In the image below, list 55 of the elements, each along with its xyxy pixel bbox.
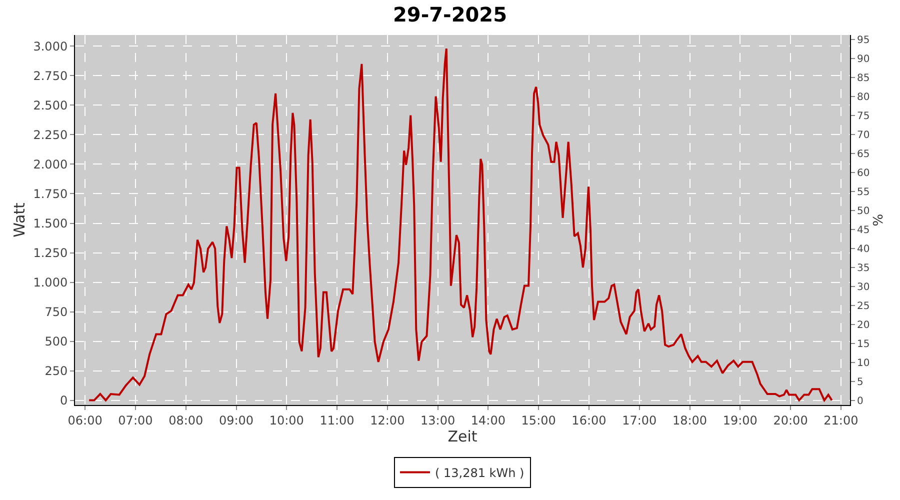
x-tick-label: 09:00	[218, 413, 254, 428]
chart-title: 29-7-2025	[392, 2, 508, 26]
y2-tick-label: 85	[857, 73, 870, 84]
y2-tick-label: 30	[857, 282, 870, 293]
y-tick-label: 1.250	[33, 246, 68, 260]
y-tick-label: 2.000	[33, 157, 68, 172]
x-tick-label: 14:00	[470, 413, 506, 428]
x-tick-label: 15:00	[521, 413, 556, 428]
y-tick-label: 2.750	[33, 68, 68, 83]
x-axis-title: Zeit	[448, 427, 478, 446]
y2-tick-label: 5	[857, 376, 864, 388]
x-tick-label: 13:00	[420, 413, 456, 428]
x-tick-label: 21:00	[824, 413, 858, 428]
y-tick-label: 500	[44, 334, 68, 348]
x-tick-label: 11:00	[320, 413, 354, 428]
y2-tick-label: 15	[857, 338, 870, 350]
y2-tick-label: 55	[857, 187, 870, 198]
y-tick-label: 0	[60, 393, 68, 408]
y-tick-label: 750	[44, 304, 68, 319]
y2-tick-label: 35	[857, 262, 870, 274]
y2-tick-label: 90	[857, 54, 870, 66]
y2-tick-label: 40	[857, 244, 870, 255]
y2-tick-label: 65	[857, 149, 870, 160]
y2-tick-label: 20	[857, 320, 870, 331]
x-tick-label: 07:00	[118, 413, 153, 428]
y2-tick-label: 75	[857, 111, 870, 122]
y-tick-label: 3.000	[33, 39, 68, 54]
legend-label: ( 13,281 kWh )	[435, 466, 524, 480]
y2-tick-label: 25	[857, 300, 870, 312]
x-tick-label: 16:00	[572, 413, 606, 428]
x-tick-label: 17:00	[622, 413, 657, 428]
y-tick-label: 2.250	[33, 128, 68, 142]
y2-tick-label: 60	[857, 168, 870, 180]
y2-tick-label: 0	[857, 396, 864, 407]
y-tick-label: 1.750	[33, 186, 68, 201]
y2-axis-title: %	[871, 214, 886, 226]
x-tick-label: 18:00	[672, 413, 708, 428]
x-tick-label: 06:00	[68, 413, 102, 428]
x-tick-label: 10:00	[269, 413, 304, 428]
x-tick-label: 19:00	[722, 413, 758, 428]
y-tick-label: 2.500	[33, 98, 68, 112]
y-axis-title: Watt	[10, 202, 28, 238]
y2-tick-label: 95	[857, 35, 870, 46]
x-tick-label: 12:00	[370, 413, 405, 428]
y2-tick-label: 10	[857, 358, 870, 369]
y-tick-label: 1.500	[33, 216, 68, 230]
x-tick-label: 08:00	[168, 413, 204, 428]
y-tick-label: 250	[44, 364, 68, 378]
y2-tick-label: 45	[857, 225, 870, 236]
y2-tick-label: 80	[857, 92, 870, 104]
y-tick-label: 1.000	[33, 275, 68, 290]
x-tick-label: 20:00	[773, 413, 808, 428]
line-series	[88, 48, 833, 402]
y2-tick-label: 50	[857, 206, 870, 217]
y2-tick-label: 70	[857, 130, 870, 142]
